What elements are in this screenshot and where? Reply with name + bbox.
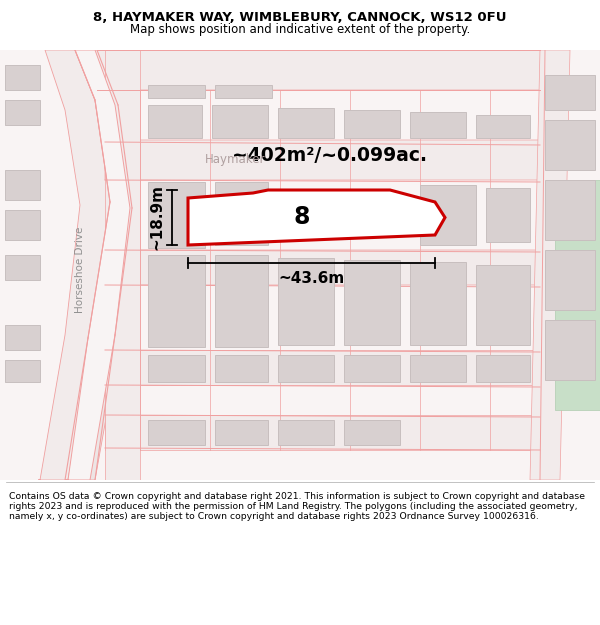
Text: Map shows position and indicative extent of the property.: Map shows position and indicative extent… bbox=[130, 23, 470, 36]
Polygon shape bbox=[5, 210, 40, 240]
Text: 8: 8 bbox=[293, 206, 310, 229]
Polygon shape bbox=[105, 250, 560, 285]
Polygon shape bbox=[344, 420, 400, 445]
Polygon shape bbox=[545, 180, 595, 240]
Polygon shape bbox=[215, 255, 268, 347]
Text: Haymaker: Haymaker bbox=[205, 154, 265, 166]
Polygon shape bbox=[5, 255, 40, 280]
Polygon shape bbox=[5, 360, 40, 382]
Polygon shape bbox=[545, 75, 595, 110]
Polygon shape bbox=[278, 108, 334, 138]
Polygon shape bbox=[215, 85, 272, 98]
Polygon shape bbox=[545, 320, 595, 380]
Polygon shape bbox=[278, 355, 334, 382]
Polygon shape bbox=[545, 120, 595, 170]
Polygon shape bbox=[5, 65, 40, 90]
Polygon shape bbox=[215, 182, 268, 245]
Polygon shape bbox=[215, 420, 268, 445]
Polygon shape bbox=[545, 250, 595, 310]
Polygon shape bbox=[5, 100, 40, 125]
Polygon shape bbox=[555, 180, 600, 410]
Polygon shape bbox=[212, 105, 268, 138]
Text: ~402m²/~0.099ac.: ~402m²/~0.099ac. bbox=[233, 146, 427, 165]
Polygon shape bbox=[410, 112, 466, 138]
Polygon shape bbox=[0, 50, 600, 480]
Text: Horseshoe Drive: Horseshoe Drive bbox=[75, 227, 85, 313]
Polygon shape bbox=[68, 50, 135, 480]
Polygon shape bbox=[215, 355, 268, 382]
Polygon shape bbox=[38, 50, 110, 480]
Polygon shape bbox=[344, 110, 400, 138]
Polygon shape bbox=[344, 355, 400, 382]
Polygon shape bbox=[148, 255, 205, 347]
Polygon shape bbox=[278, 258, 334, 345]
Polygon shape bbox=[95, 50, 555, 90]
Polygon shape bbox=[530, 50, 570, 480]
Polygon shape bbox=[148, 105, 202, 138]
Polygon shape bbox=[476, 265, 530, 345]
Polygon shape bbox=[188, 190, 445, 245]
Polygon shape bbox=[148, 420, 205, 445]
Polygon shape bbox=[278, 420, 334, 445]
Polygon shape bbox=[410, 262, 466, 345]
Polygon shape bbox=[476, 115, 530, 138]
Polygon shape bbox=[344, 260, 400, 345]
Polygon shape bbox=[486, 188, 530, 242]
Text: Contains OS data © Crown copyright and database right 2021. This information is : Contains OS data © Crown copyright and d… bbox=[9, 492, 585, 521]
Text: 8, HAYMAKER WAY, WIMBLEBURY, CANNOCK, WS12 0FU: 8, HAYMAKER WAY, WIMBLEBURY, CANNOCK, WS… bbox=[93, 11, 507, 24]
Polygon shape bbox=[148, 355, 205, 382]
Polygon shape bbox=[148, 182, 205, 248]
Polygon shape bbox=[65, 50, 130, 480]
Polygon shape bbox=[105, 140, 560, 180]
Polygon shape bbox=[5, 325, 40, 350]
Polygon shape bbox=[5, 170, 40, 200]
Polygon shape bbox=[105, 50, 140, 480]
Polygon shape bbox=[148, 85, 205, 98]
Polygon shape bbox=[476, 355, 530, 382]
Polygon shape bbox=[105, 350, 555, 385]
Text: ~43.6m: ~43.6m bbox=[278, 271, 344, 286]
Text: ~18.9m: ~18.9m bbox=[149, 184, 164, 251]
Polygon shape bbox=[410, 355, 466, 382]
Polygon shape bbox=[420, 185, 476, 245]
Polygon shape bbox=[105, 415, 555, 450]
